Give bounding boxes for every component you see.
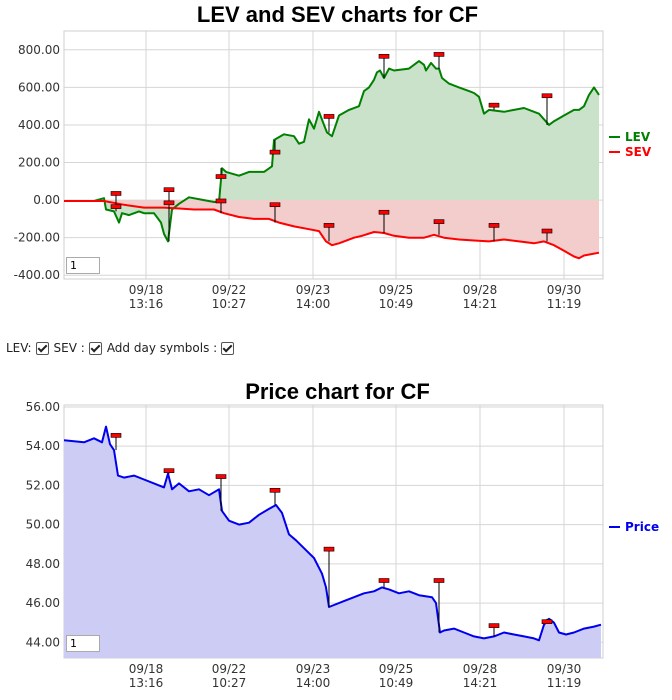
- x-tick-date: 09/30: [547, 283, 582, 297]
- x-tick-time: 14:00: [296, 676, 331, 690]
- y-tick-label: 48.00: [26, 557, 60, 571]
- day-markers: [110, 52, 553, 242]
- x-tick-time: 11:19: [547, 676, 582, 690]
- x-tick-time: 11:19: [547, 297, 582, 311]
- day-marker: [488, 102, 500, 110]
- day-marker: [541, 228, 553, 242]
- x-tick-date: 09/23: [296, 283, 331, 297]
- y-tick-label: 54.00: [26, 439, 60, 453]
- grid: [63, 404, 604, 659]
- x-tick-time: 14:00: [296, 297, 331, 311]
- chart-title: Price chart for CF: [245, 379, 430, 404]
- x-tick-date: 09/22: [212, 283, 247, 297]
- day-marker: [323, 114, 335, 133]
- y-tick-label: -400.00: [14, 268, 60, 282]
- day-marker: [488, 623, 500, 637]
- sev-checkbox[interactable]: [88, 341, 102, 355]
- y-tick-label: 56.00: [26, 400, 60, 414]
- legend-label: Price: [625, 520, 659, 534]
- x-tick-time: 10:49: [379, 676, 414, 690]
- y-tick-label: 200.00: [18, 156, 60, 170]
- legend-label: LEV: [625, 130, 651, 144]
- day-marker: [215, 474, 227, 511]
- day-marker: [269, 487, 281, 506]
- y-tick-label: 50.00: [26, 518, 60, 532]
- day-marker: [433, 219, 445, 235]
- x-tick-date: 09/18: [129, 662, 164, 676]
- day-marker: [378, 209, 390, 233]
- day-marker: [323, 546, 335, 608]
- day-marker: [541, 618, 553, 624]
- x-tick-time: 10:27: [212, 297, 247, 311]
- sev-toggle-label: SEV :: [53, 341, 85, 355]
- x-tick-date: 09/28: [463, 662, 498, 676]
- x-tick-date: 09/22: [212, 662, 247, 676]
- day-marker: [269, 202, 281, 223]
- day-markers: [110, 433, 553, 637]
- day-marker: [541, 93, 553, 125]
- lev-sev-zoom-input[interactable]: [66, 257, 100, 274]
- y-tick-label: 46.00: [26, 596, 60, 610]
- day-marker: [433, 578, 445, 633]
- price-zoom-input[interactable]: [66, 635, 100, 652]
- day-marker: [163, 200, 175, 208]
- day-marker: [163, 187, 175, 242]
- day-marker: [378, 54, 390, 78]
- x-tick-time: 13:16: [129, 297, 164, 311]
- y-tick-label: 600.00: [18, 80, 60, 94]
- legend: Price: [609, 520, 659, 534]
- lev-sev-chart: LEV and SEV charts for CF 800.00 600.00 400…: [14, 2, 652, 311]
- day-marker: [163, 468, 175, 474]
- x-tick-date: 09/25: [379, 283, 414, 297]
- x-tick-time: 10:49: [379, 297, 414, 311]
- lev-checkbox[interactable]: [35, 341, 49, 355]
- day-marker: [110, 433, 122, 451]
- day-marker: [215, 198, 227, 214]
- x-tick-date: 09/25: [379, 662, 414, 676]
- x-tick-time: 14:21: [463, 297, 498, 311]
- x-tick-date: 09/23: [296, 662, 331, 676]
- series-area-sev: [64, 200, 599, 259]
- x-tick-time: 13:16: [129, 676, 164, 690]
- y-axis: 800.00 600.00 400.00 200.00 0.00 -200.00 -400.…: [14, 43, 60, 282]
- y-axis: 56.00 54.00 52.00 50.00 48.00 46.00 44.00: [26, 400, 60, 649]
- series-line-lev: [64, 60, 600, 243]
- x-tick-time: 14:21: [463, 676, 498, 690]
- day-symbols-toggle-label: Add day symbols :: [106, 341, 218, 355]
- y-tick-label: 52.00: [26, 478, 60, 492]
- x-tick-date: 09/28: [463, 283, 498, 297]
- x-tick-date: 09/18: [129, 283, 164, 297]
- x-tick-date: 09/30: [547, 662, 582, 676]
- day-marker: [488, 223, 500, 242]
- y-tick-label: 400.00: [18, 118, 60, 132]
- y-tick-label: 44.00: [26, 635, 60, 649]
- y-tick-label: 0.00: [33, 193, 60, 207]
- series-line-price: [64, 425, 602, 642]
- y-tick-label: -200.00: [14, 231, 60, 245]
- day-symbols-checkbox[interactable]: [221, 341, 235, 355]
- chart-title: LEV and SEV charts for CF: [197, 2, 478, 27]
- series-area-lev: [64, 61, 599, 242]
- chart-controls: LEV: SEV : Add day symbols :: [6, 341, 239, 355]
- day-marker: [323, 223, 335, 242]
- y-tick-label: 800.00: [18, 43, 60, 57]
- series-area-price: [64, 426, 601, 658]
- series-line-sev: [64, 200, 600, 260]
- x-tick-time: 10:27: [212, 676, 247, 690]
- lev-toggle-label: LEV:: [6, 341, 32, 355]
- legend-label: SEV: [625, 145, 652, 159]
- day-marker: [110, 204, 122, 209]
- day-marker: [269, 139, 281, 155]
- day-marker: [433, 52, 445, 69]
- day-marker: [215, 168, 227, 179]
- day-marker: [378, 578, 390, 588]
